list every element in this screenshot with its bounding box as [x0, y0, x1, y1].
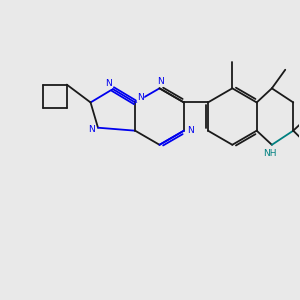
Text: N: N	[105, 79, 112, 88]
Text: N: N	[158, 77, 164, 86]
Text: N: N	[137, 93, 144, 102]
Text: N: N	[88, 125, 95, 134]
Text: N: N	[187, 126, 194, 135]
Text: NH: NH	[263, 148, 276, 158]
